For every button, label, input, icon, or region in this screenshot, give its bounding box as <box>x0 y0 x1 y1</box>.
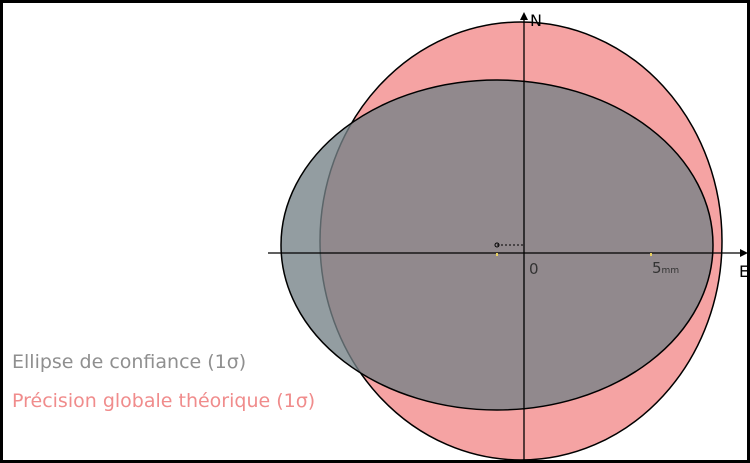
center-point <box>494 242 500 248</box>
east-arrow <box>740 249 748 257</box>
legend-confidence: Ellipse de confiance (1σ) <box>12 351 246 373</box>
scale-unit: mm <box>662 266 680 276</box>
north-arrow <box>520 12 528 20</box>
scale-label: 5mm <box>652 259 679 277</box>
origin-label: 0 <box>529 260 539 278</box>
north-label: N <box>530 11 542 30</box>
scale-value: 5 <box>652 259 662 277</box>
legend-precision: Précision globale théorique (1σ) <box>12 390 315 412</box>
east-label: E <box>739 262 749 281</box>
